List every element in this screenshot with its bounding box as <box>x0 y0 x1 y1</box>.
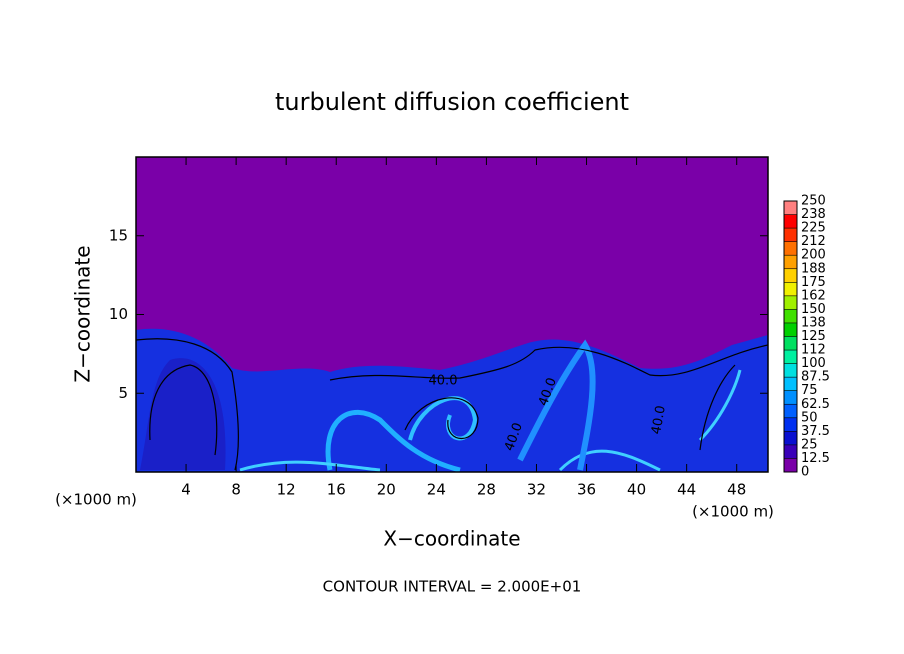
colorbar-bin <box>784 228 797 242</box>
turbulent-region <box>136 328 768 472</box>
x-unit-label: (×1000 m) <box>692 503 774 521</box>
eddy <box>517 339 596 471</box>
colorbar-bin <box>784 214 797 229</box>
colorbar-label: 175 <box>801 275 826 290</box>
x-tick-label: 4 <box>181 481 191 499</box>
colorbar-bin <box>784 241 797 256</box>
colorbar-bin <box>784 322 797 337</box>
colorbar-bin <box>784 444 797 459</box>
chart-title: turbulent diffusion coefficient <box>275 88 629 116</box>
colorbar-label: 0 <box>801 465 809 480</box>
colorbar-label: 150 <box>801 302 826 317</box>
colorbar-label: 225 <box>801 221 826 236</box>
colorbar-bin <box>784 404 797 418</box>
colorbar-bin <box>784 390 797 405</box>
colorbar-bin <box>784 336 797 351</box>
colorbar-bin <box>784 255 797 269</box>
y-axis-label: Z−coordinate <box>71 245 95 382</box>
colorbar-label: 112 <box>801 343 826 358</box>
colorbar-label: 25 <box>801 437 818 452</box>
colorbar-label: 250 <box>801 194 826 209</box>
x-tick-label: 32 <box>527 481 546 499</box>
x-tick-label: 24 <box>427 481 446 499</box>
colorbar-label: 238 <box>801 207 826 222</box>
colorbar-bin <box>784 268 797 283</box>
contour-label: 40.0 <box>649 404 669 435</box>
eddy <box>239 369 742 472</box>
colorbar-label: 162 <box>801 288 826 303</box>
x-tick-label: 44 <box>677 481 696 499</box>
x-axis-label: X−coordinate <box>383 527 520 551</box>
colorbar-bin <box>784 431 797 445</box>
colorbar-label: 138 <box>801 315 826 330</box>
eddy <box>325 409 461 472</box>
contour-label: 40.0 <box>429 374 458 389</box>
colorbar-label: 125 <box>801 329 826 344</box>
x-tick-label: 36 <box>577 481 596 499</box>
colorbar-bin <box>784 350 797 364</box>
colorbar-label: 212 <box>801 234 826 249</box>
colorbar-label: 62.5 <box>801 397 830 412</box>
colorbar-label: 188 <box>801 261 826 276</box>
x-tick-label: 12 <box>277 481 296 499</box>
x-tick-label: 16 <box>327 481 346 499</box>
y-tick-label: 5 <box>118 384 128 402</box>
colorbar-label: 87.5 <box>801 370 830 385</box>
colorbar-bin <box>784 377 797 391</box>
colorbar-label: 37.5 <box>801 424 830 439</box>
annotation: CONTOUR INTERVAL = 2.000E+01 <box>323 578 582 596</box>
colorbar-bin <box>784 309 797 323</box>
colorbar-bin <box>784 295 797 310</box>
x-tick-label: 28 <box>477 481 496 499</box>
colorbar-label: 200 <box>801 248 826 263</box>
x-tick-label: 48 <box>727 481 746 499</box>
x-tick-label: 20 <box>377 481 396 499</box>
colorbar-bin <box>784 417 797 432</box>
colorbar-bin <box>784 201 797 215</box>
colorbar-bin <box>784 282 797 296</box>
contour-line <box>136 338 768 471</box>
x-tick-label: 8 <box>231 481 241 499</box>
y-unit-label: (×1000 m) <box>55 491 137 509</box>
y-tick-label: 15 <box>109 226 128 244</box>
colorbar-label: 12.5 <box>801 451 830 466</box>
field <box>136 157 768 472</box>
colorbar-bin <box>784 363 797 378</box>
eddy <box>140 358 226 470</box>
colorbar-label: 75 <box>801 383 818 398</box>
x-tick-label: 40 <box>627 481 646 499</box>
y-tick-label: 10 <box>109 305 128 323</box>
colorbar-label: 50 <box>801 410 818 425</box>
colorbar-bin <box>784 458 797 472</box>
colorbar-label: 100 <box>801 356 826 371</box>
